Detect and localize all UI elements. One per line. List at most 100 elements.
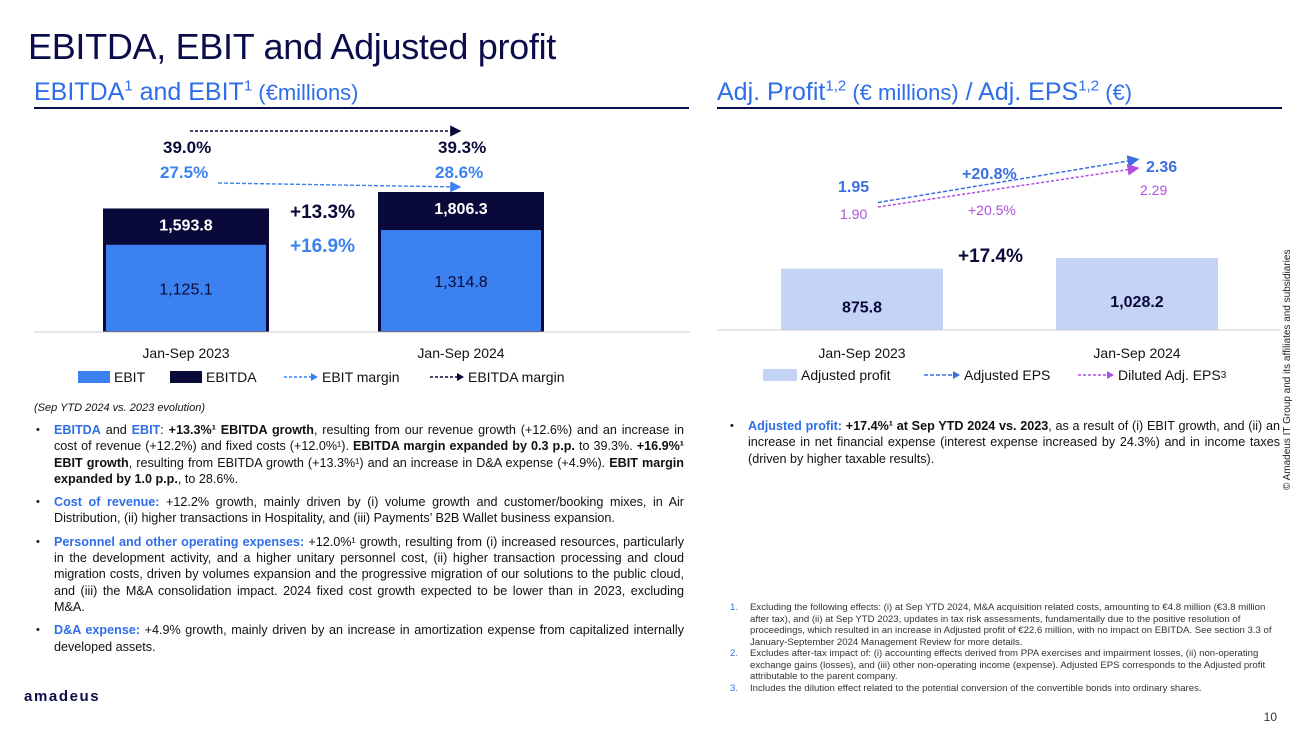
- bullet-item: D&A expense: +4.9% growth, mainly driven…: [34, 622, 684, 655]
- title-adj-eps: / Adj. EPS: [958, 78, 1079, 106]
- page-title: EBITDA, EBIT and Adjusted profit: [28, 26, 557, 67]
- adjusted-profit-value-label: 875.8: [842, 299, 882, 316]
- ebit-bar: [381, 230, 541, 331]
- bullet-item: EBITDA and EBIT: +13.3%¹ EBITDA growth, …: [34, 422, 684, 487]
- ebitda-ebit-chart: 1,593.8 1,125.1 Jan-Sep 2023 1,806.3 1,314.8…: [34, 125, 690, 361]
- bullet-text: , resulting from EBITDA growth (+13.3%¹)…: [128, 455, 610, 470]
- section-divider: [717, 107, 1282, 109]
- legend-diluted-eps: Diluted Adj. EPS 3: [1078, 367, 1226, 383]
- legend-adjusted-eps: Adjusted EPS: [924, 367, 1050, 383]
- copyright-notice: © Amadeus IT Group and its affiliates an…: [1282, 249, 1293, 490]
- bullet-text: EBIT margin expanded by 1.0 p.p.: [54, 455, 684, 486]
- legend-arrow-icon: [284, 373, 318, 381]
- adjusted-profit-bar: [781, 268, 943, 330]
- legend-label: EBITDA: [206, 369, 257, 385]
- bullet-text: Personnel and other operating expenses:: [54, 534, 305, 549]
- bullet-text: EBIT: [131, 423, 161, 437]
- legend-swatch: [763, 369, 797, 381]
- x-tick-label: Jan-Sep 2023: [142, 345, 229, 361]
- diluted-eps-growth-label: +20.5%: [968, 202, 1016, 218]
- legend-ebitda: EBITDA: [170, 369, 257, 385]
- bullet-text: +13.3%¹ EBITDA growth: [168, 423, 314, 437]
- bullet-text: +17.4%¹ at Sep YTD 2024 vs. 2023: [845, 419, 1049, 433]
- eps-growth-label: +20.8%: [962, 166, 1017, 183]
- evolution-note: (Sep YTD 2024 vs. 2023 evolution): [34, 402, 206, 414]
- adjusted-eps-line: [877, 155, 1140, 204]
- ebitda-value-label: 1,806.3: [434, 201, 487, 218]
- footnote-text: Includes the dilution effect related to …: [750, 682, 1202, 694]
- x-tick-label: Jan-Sep 2023: [818, 345, 905, 361]
- ebitda-margin-label: 39.3%: [438, 138, 486, 157]
- title-unit: (€millions): [252, 80, 359, 105]
- diluted-eps-label: 2.29: [1140, 182, 1167, 198]
- adjusted-profit-bar: [1056, 258, 1218, 330]
- legend-ebit: EBIT: [78, 369, 145, 385]
- footnote-text: Excluding the following effects: (i) at …: [750, 602, 1272, 648]
- legend-label: Adjusted profit: [801, 367, 891, 383]
- ebitda-margin-label: 39.0%: [163, 138, 211, 157]
- amadeus-logo: amadeus: [24, 688, 101, 705]
- bullet-text: +12.0%¹ growth, resulting from (i) incre…: [54, 534, 684, 614]
- bullet-text: Cost of revenue:: [54, 495, 160, 510]
- footnote: 3. Includes the dilution effect related t…: [728, 683, 1278, 695]
- legend-arrow-icon: [430, 373, 464, 381]
- bullet-text: to 39.3%.: [574, 439, 637, 454]
- legend-ebit-margin: EBIT margin: [284, 369, 400, 385]
- ebitda-section-title: EBITDA1 and EBIT1 (€millions): [34, 78, 359, 107]
- bullet-text: EBITDA: [54, 423, 101, 437]
- title-sup: 1,2: [825, 77, 847, 95]
- ebit-growth-label: +16.9%: [290, 236, 355, 257]
- ebit-bar: [106, 244, 266, 331]
- ebit-margin-label: 28.6%: [435, 163, 483, 182]
- x-tick-label: Jan-Sep 2024: [417, 345, 504, 361]
- ebit-value-label: 1,314.8: [434, 274, 487, 291]
- title-sup: 1: [243, 77, 253, 95]
- bullet-text: , as a result of (i) EBIT growth, and (i…: [748, 419, 1280, 466]
- bullet-text: +4.9% growth, mainly driven by an increa…: [54, 623, 684, 654]
- legend-sup: 3: [1220, 369, 1227, 381]
- bullet-text: +12.2% growth, mainly driven by (i) volu…: [54, 495, 684, 526]
- legend-label: EBITDA margin: [468, 369, 565, 385]
- adj-profit-eps-chart: 875.8 Jan-Sep 2023 1,028.2 Jan-Sep 2024 1.95…: [717, 155, 1280, 361]
- bullet-item: Personnel and other operating expenses: …: [34, 534, 684, 615]
- legend-label: Diluted Adj. EPS: [1118, 367, 1221, 383]
- legend-swatch: [78, 371, 110, 383]
- bullet-text: D&A expense:: [54, 623, 141, 638]
- adjusted-profit-value-label: 1,028.2: [1110, 294, 1163, 311]
- legend-arrow-icon: [1078, 371, 1114, 379]
- ebitda-value-label: 1,593.8: [159, 217, 212, 234]
- bullet-text: EBITDA margin expanded by 0.3 p.p.: [352, 439, 575, 454]
- adjusted-profit-growth-label: +17.4%: [958, 246, 1023, 267]
- page-number: 10: [1263, 710, 1277, 724]
- title-sup: 1,2: [1078, 77, 1100, 95]
- legend-ebitda-margin: EBITDA margin: [430, 369, 564, 385]
- bullet-text: , to 28.6%.: [177, 471, 239, 486]
- title-unit: (€): [1099, 80, 1133, 105]
- legend-adjusted-profit: Adjusted profit: [763, 367, 891, 383]
- adj-profit-section-title: Adj. Profit1,2 (€ millions) / Adj. EPS1,…: [717, 78, 1132, 107]
- legend-arrow-icon: [924, 371, 960, 379]
- footnote-text: Excludes after-tax impact of: (i) accoun…: [750, 648, 1266, 682]
- adjusted-eps-label: 2.36: [1146, 159, 1177, 176]
- legend-swatch: [170, 371, 202, 383]
- title-ebit: and EBIT: [132, 78, 244, 106]
- bullet-text: , resulting from our revenue growth (+12…: [54, 423, 684, 454]
- footnote: 2. Excludes after-tax impact of: (i) acco…: [728, 648, 1278, 683]
- bullet-text: and: [100, 423, 132, 437]
- ebit-value-label: 1,125.1: [159, 281, 212, 298]
- title-adj-profit: Adj. Profit: [717, 78, 826, 106]
- ebitda-growth-label: +13.3%: [290, 202, 355, 223]
- footnote-number: 2.: [730, 648, 739, 659]
- footnotes: 1. Excluding the following effects: (i) a…: [728, 602, 1278, 694]
- bullet-text: :: [160, 423, 169, 437]
- legend-label: EBIT: [114, 369, 146, 385]
- bullet-item: Cost of revenue: +12.2% growth, mainly d…: [34, 494, 684, 527]
- bullet-item: Adjusted profit: +17.4%¹ at Sep YTD 2024…: [728, 418, 1280, 467]
- ebit-margin-arrow: [217, 181, 462, 193]
- adjusted-eps-label: 1.95: [838, 179, 869, 196]
- left-bullet-list: EBITDA and EBIT: +13.3%¹ EBITDA growth, …: [34, 422, 684, 662]
- diluted-eps-line: [877, 163, 1140, 208]
- bullet-text: +16.9%¹ EBIT growth: [54, 439, 684, 470]
- bullet-text: Adjusted profit:: [748, 419, 842, 433]
- title-ebitda: EBITDA: [34, 78, 125, 106]
